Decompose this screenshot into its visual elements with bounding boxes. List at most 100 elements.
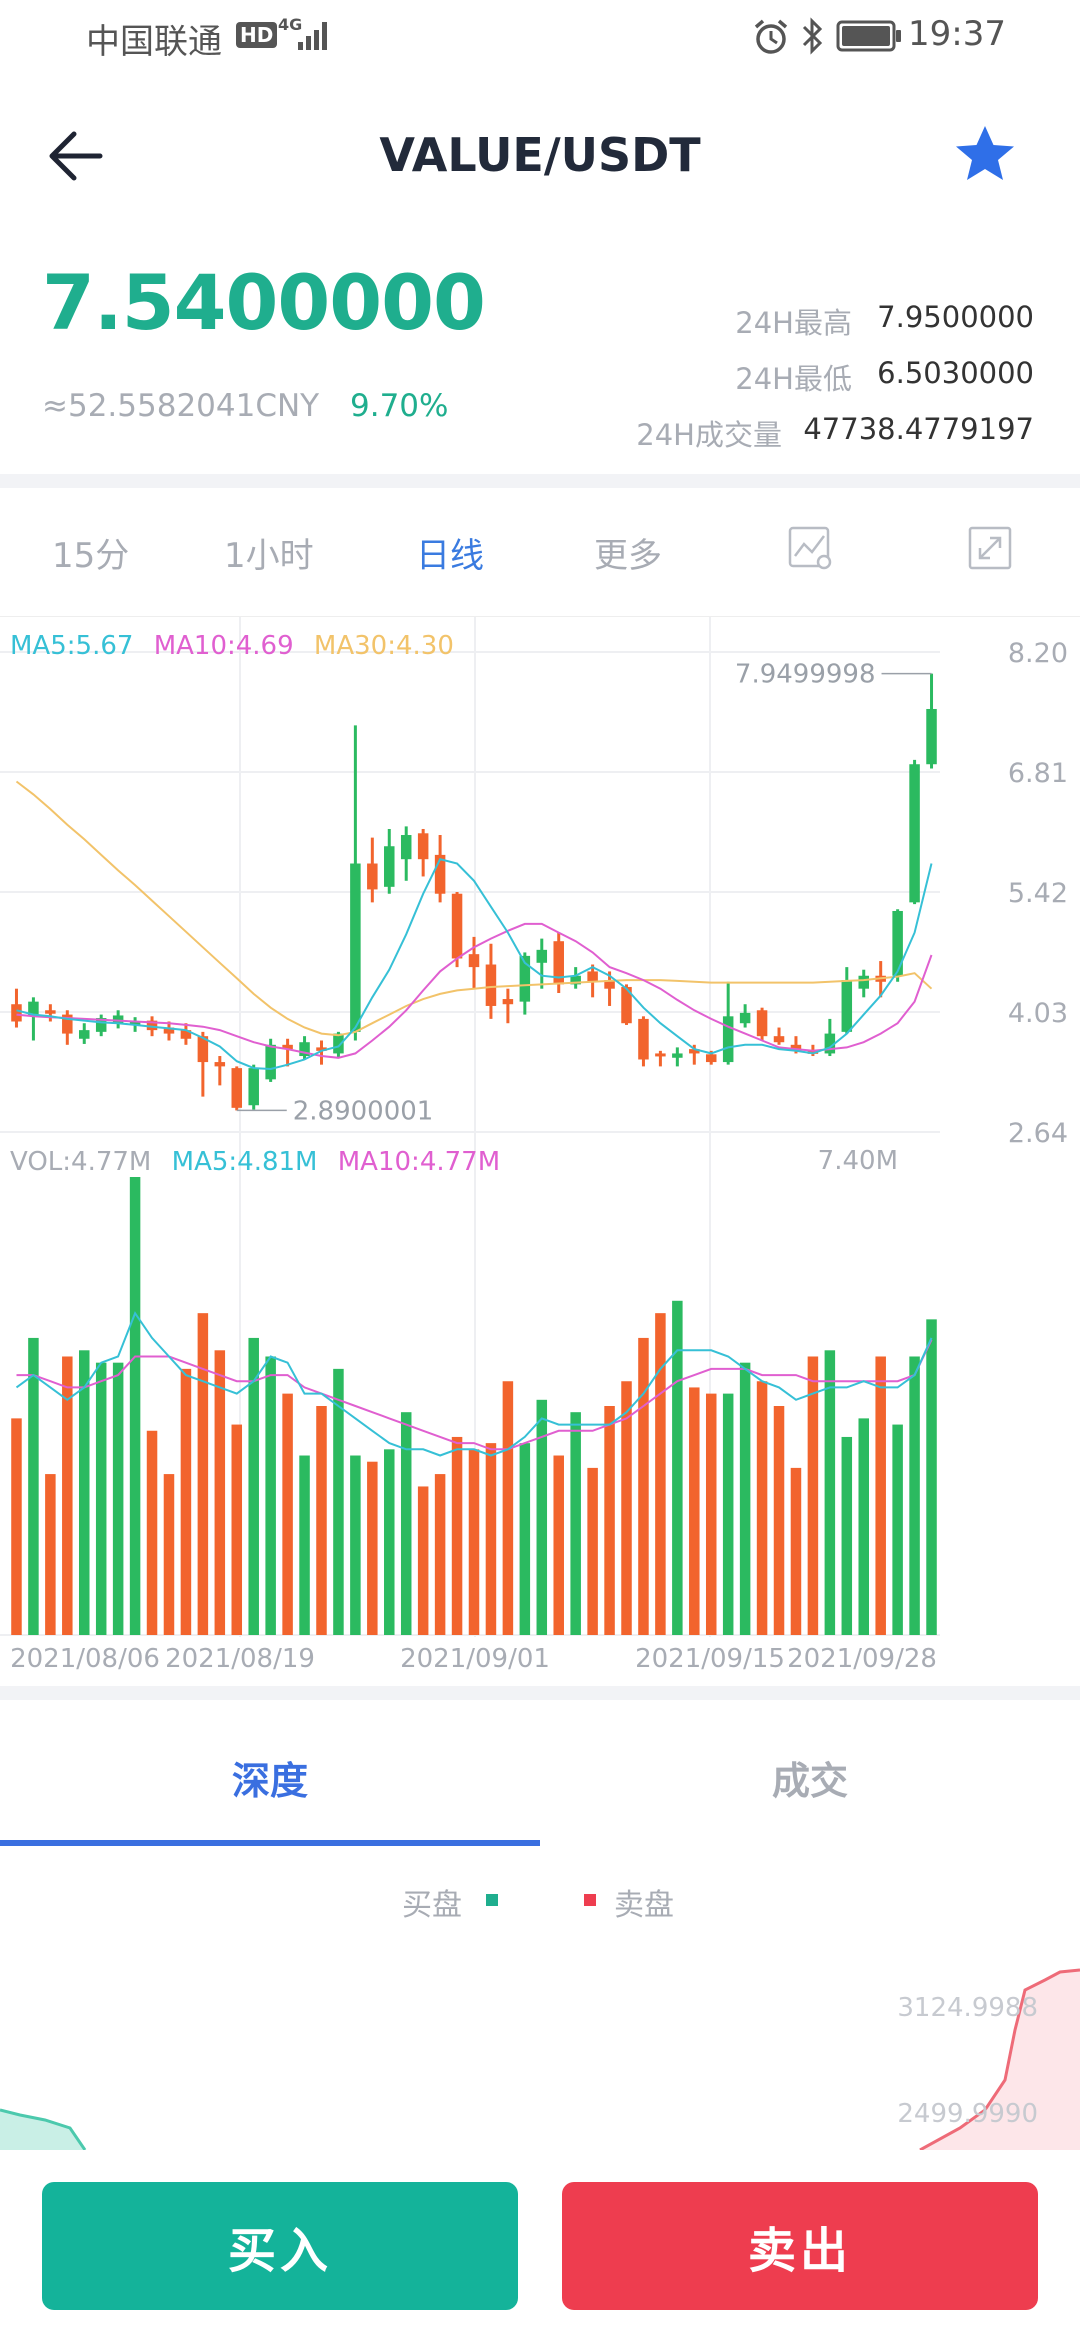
carrier-name: 中国联通 <box>86 22 222 62</box>
cny-price: ≈52.5582041CNY <box>42 388 320 424</box>
back-button[interactable] <box>40 120 130 200</box>
candle-body <box>163 1027 175 1034</box>
tab-trades[interactable]: 成交 <box>771 1759 848 1803</box>
clock-time: 19:37 <box>908 14 1006 54</box>
network-type: 4G <box>278 15 303 34</box>
volume-bar <box>841 1436 853 1635</box>
arrow-left-icon <box>49 131 103 181</box>
volume-bar <box>197 1313 209 1635</box>
volume-bar <box>468 1449 480 1635</box>
y-tick-label: 2.64 <box>1008 1118 1068 1149</box>
stat-high-value: 7.9500000 <box>877 300 1034 334</box>
sell-depth-line <box>919 1968 1080 2152</box>
volume-bar <box>45 1474 56 1635</box>
x-tick-label: 2021/09/28 <box>787 1644 937 1674</box>
candle-body <box>367 863 378 890</box>
volume-bar <box>502 1381 514 1635</box>
candle-body <box>350 863 361 1032</box>
buy-button[interactable]: 买入 <box>42 2182 518 2310</box>
volume-bar <box>892 1424 903 1635</box>
legend-vol-ma10: MA10:4.77M <box>337 1147 501 1177</box>
volume-bar <box>214 1350 226 1635</box>
depth-label-high: 3124.9988 <box>897 1993 1038 2023</box>
change-percent: 9.70% <box>350 388 449 424</box>
legend-sell-swatch <box>584 1894 596 1906</box>
volume-max-label: 7.40M <box>818 1146 898 1176</box>
sell-button[interactable]: 卖出 <box>562 2182 1038 2310</box>
fullscreen-button[interactable] <box>966 524 1016 574</box>
depth-legend: 买盘 卖盘 <box>0 1880 1080 1930</box>
ma30-line <box>15 780 933 1037</box>
volume-bar <box>28 1337 39 1635</box>
x-tick-label: 2021/09/15 <box>635 1644 785 1674</box>
candle-body <box>705 1054 717 1063</box>
favorite-button[interactable] <box>950 120 1040 200</box>
candle-body <box>45 1010 56 1014</box>
candle-body <box>858 975 869 989</box>
candle-body <box>756 1010 768 1037</box>
candle-body <box>655 1053 666 1057</box>
sell-depth-area <box>920 1970 1080 2150</box>
candle-body <box>790 1044 802 1051</box>
chart-settings-icon <box>788 526 832 570</box>
candle-body <box>739 1012 751 1024</box>
candle-body <box>722 1016 734 1063</box>
tab-1hour[interactable]: 1小时 <box>224 536 314 576</box>
candle-body <box>417 833 429 860</box>
tab-more[interactable]: 更多 <box>594 536 662 576</box>
kline-chart[interactable]: 8.20 6.81 5.42 4.03 2.64 7.9499998 2.8900001 7.… <box>0 617 1080 1677</box>
volume-bar <box>95 1362 107 1635</box>
volume-bar <box>11 1418 22 1635</box>
indicator-settings-button[interactable] <box>786 524 836 574</box>
candle-body <box>11 1004 22 1022</box>
candle-body <box>231 1068 243 1108</box>
section-divider <box>0 474 1080 488</box>
candle-body <box>248 1068 259 1106</box>
candle-body <box>824 1033 836 1054</box>
volume-bar <box>875 1356 886 1635</box>
y-tick-label: 5.42 <box>1008 878 1068 909</box>
candle-body <box>468 954 480 968</box>
candle-body <box>129 1021 141 1025</box>
tab-daily[interactable]: 日线 <box>416 536 484 576</box>
candle-body <box>400 835 412 860</box>
candle-body <box>146 1020 158 1031</box>
volume-bar <box>621 1381 632 1635</box>
tab-15min[interactable]: 15分 <box>52 536 130 576</box>
candle-body <box>604 980 615 989</box>
depth-chart[interactable]: 3124.9988 2499.9990 <box>0 1950 1080 2152</box>
volume-bar <box>705 1393 717 1635</box>
volume-bar <box>248 1337 259 1635</box>
candle-body <box>638 1018 649 1060</box>
candle-body <box>536 949 548 963</box>
y-tick-label: 4.03 <box>1008 998 1068 1029</box>
volume-bar <box>536 1399 548 1635</box>
candle-body <box>28 1001 39 1017</box>
volume-bar <box>282 1393 293 1635</box>
volume-bar <box>146 1430 158 1635</box>
legend-vol-ma5: MA5:4.81M <box>171 1147 318 1177</box>
volume-bar <box>570 1412 581 1635</box>
ma5-line <box>16 858 933 1071</box>
stat-low-value: 6.5030000 <box>877 356 1034 390</box>
vol-ma5-line <box>15 1311 933 1457</box>
legend-buy-label: 买盘 <box>402 1888 462 1923</box>
depth-label-low: 2499.9990 <box>897 2099 1038 2129</box>
volume-bar <box>79 1350 90 1635</box>
depth-svg: 3124.9988 2499.9990 <box>0 1968 1080 2152</box>
candle-body <box>892 910 903 976</box>
hd-badge: HD <box>236 22 278 48</box>
candle-body <box>502 999 514 1005</box>
star-icon <box>956 126 1014 180</box>
tab-depth[interactable]: 深度 <box>231 1759 308 1803</box>
volume-bar <box>451 1436 463 1635</box>
fullscreen-icon <box>968 526 1012 570</box>
candle-body <box>909 764 920 903</box>
volume-bar <box>265 1356 276 1635</box>
candle-body <box>553 941 564 985</box>
candle-body <box>926 708 937 765</box>
candle-body <box>434 854 446 894</box>
candle-body <box>282 1044 293 1050</box>
candle-body <box>79 1030 90 1039</box>
volume-bar <box>299 1455 310 1635</box>
